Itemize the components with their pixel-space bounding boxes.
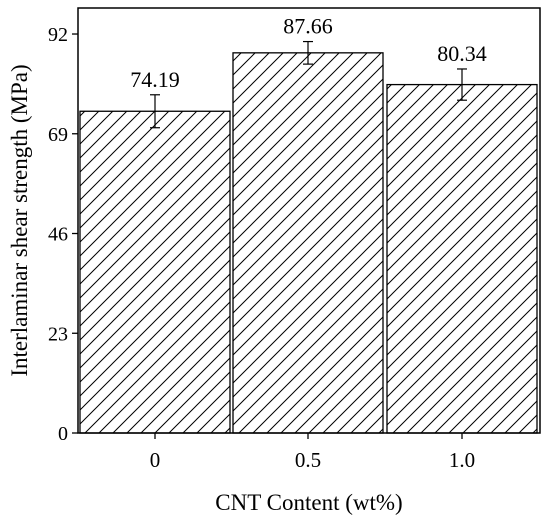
bar-1 [232, 52, 384, 434]
bars-layer [79, 52, 538, 434]
error-bar-2 [457, 68, 467, 101]
x-tick-label-0: 0 [150, 448, 161, 472]
x-axis-title: CNT Content (wt%) [215, 490, 402, 515]
error-bar-0 [150, 94, 160, 129]
data-label-2: 80.34 [437, 41, 487, 66]
data-label-1: 87.66 [283, 14, 333, 39]
data-labels-layer: 74.19 87.66 80.34 [130, 14, 487, 92]
bar-2 [386, 83, 538, 434]
y-axis-title: Interlaminar shear strength (MPa) [7, 64, 32, 376]
error-bar-1 [303, 40, 313, 65]
y-tick-label-0: 0 [58, 423, 68, 445]
y-tick-label-2: 46 [48, 224, 68, 246]
data-label-0: 74.19 [130, 67, 180, 92]
x-axis: 0 0.5 1.0 [150, 433, 475, 472]
plot-frame [77, 7, 541, 434]
y-tick-label-1: 23 [48, 323, 68, 345]
error-bars-layer [150, 40, 467, 129]
y-tick-label-4: 92 [48, 24, 68, 46]
bar-0 [79, 110, 231, 434]
y-tick-label-3: 69 [48, 124, 68, 146]
y-axis: 0 23 46 69 92 [48, 24, 78, 445]
x-tick-label-1: 0.5 [295, 448, 321, 472]
x-tick-label-2: 1.0 [449, 448, 475, 472]
